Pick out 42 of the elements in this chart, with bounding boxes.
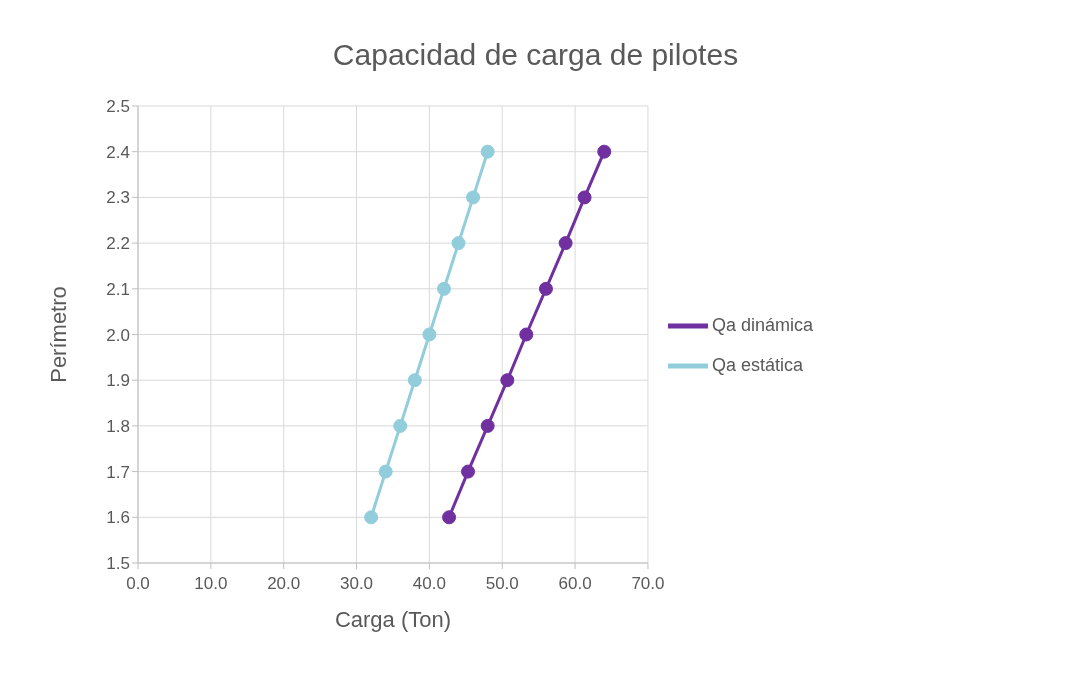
legend-label: Qa dinámica [711, 314, 813, 335]
point [538, 281, 553, 296]
point [466, 190, 481, 205]
y-tick-label: 2.3 [106, 188, 130, 208]
point [378, 464, 393, 479]
chart-title: Capacidad de carga de pilotes [331, 38, 740, 72]
x-tick-label: 0.0 [126, 574, 150, 594]
point [597, 144, 612, 159]
point [407, 373, 422, 388]
point [461, 464, 475, 479]
point [519, 327, 534, 342]
point [577, 190, 592, 205]
y-tick-label: 1.9 [106, 371, 130, 391]
y-tick-label: 2.5 [106, 97, 130, 117]
y-tick-label: 1.8 [106, 416, 130, 436]
point [422, 327, 437, 342]
point [436, 281, 451, 296]
y-tick-label: 2.0 [106, 325, 130, 345]
point [442, 510, 457, 525]
x-tick-label: 60.0 [558, 574, 592, 594]
y-tick-label: 2.4 [106, 142, 130, 162]
point [364, 510, 379, 525]
x-tick-label: 10.0 [194, 574, 228, 594]
x-tick-label: 50.0 [485, 574, 519, 594]
point [451, 236, 466, 251]
point [558, 236, 573, 251]
y-tick-label: 1.7 [106, 462, 130, 482]
x-tick-label: 30.0 [340, 574, 374, 594]
point [500, 373, 515, 388]
x-axis-title: Carga (Ton) [334, 607, 452, 632]
point [480, 144, 495, 159]
legend-label: Qa estática [711, 354, 803, 375]
y-axis-title: Perímetro [45, 286, 71, 383]
y-tick-label: 1.6 [106, 508, 130, 528]
point [393, 418, 408, 433]
y-tick-label: 1.5 [106, 554, 130, 574]
x-tick-label: 20.0 [267, 574, 301, 594]
y-tick-label: 2.2 [106, 234, 130, 254]
x-tick-label: 70.0 [631, 574, 665, 594]
x-tick-label: 40.0 [412, 574, 446, 594]
point [480, 418, 495, 433]
y-tick-label: 2.1 [106, 279, 130, 299]
